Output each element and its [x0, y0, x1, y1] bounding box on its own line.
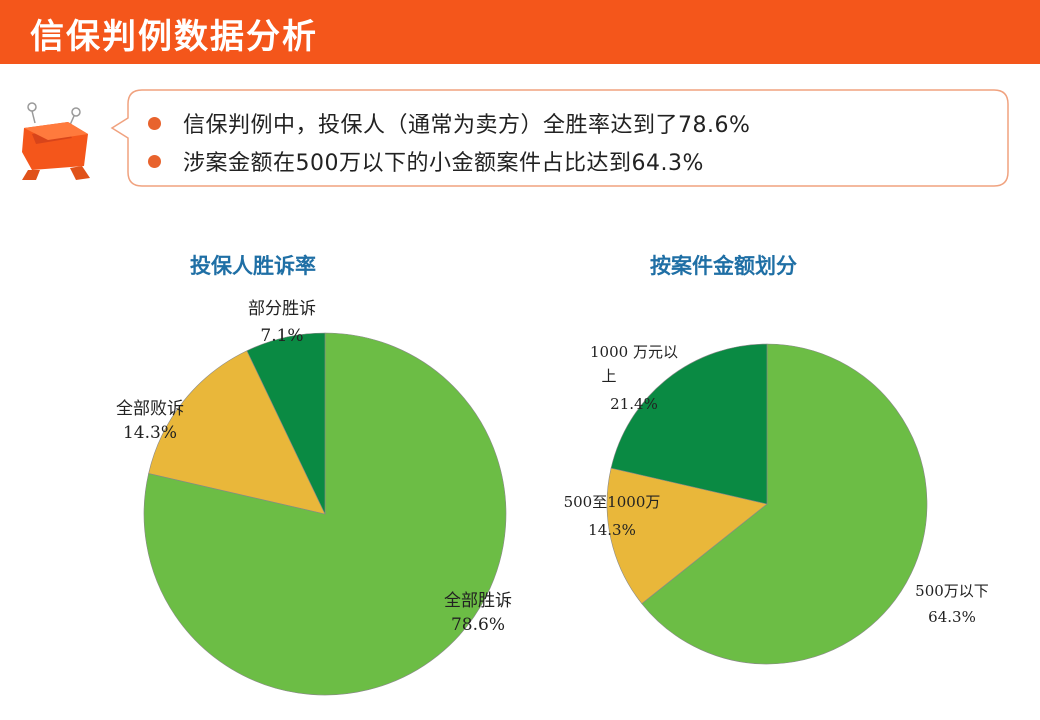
- pie-slice: [641, 343, 928, 665]
- slice-label: 1000 万元以: [590, 343, 678, 361]
- header-bar: 信保判例数据分析: [0, 0, 1040, 64]
- slice-value-label: 78.6%: [451, 615, 505, 635]
- chart-2-title: 按案件金额划分: [650, 253, 797, 278]
- summary-bullet-2: 涉案金额在500万以下的小金额案件占比达到64.3%: [148, 146, 704, 176]
- slice-label: 全部败诉: [116, 399, 184, 419]
- slice-value-label: 64.3%: [928, 608, 976, 626]
- chart-1-title: 投保人胜诉率: [190, 253, 316, 278]
- pie-slice: [610, 343, 768, 505]
- bullet-dot-icon: [148, 154, 161, 168]
- slice-value-label: 7.1%: [260, 326, 303, 346]
- slice-label: 部分胜诉: [248, 299, 316, 319]
- slice-value-label: 21.4%: [610, 395, 658, 413]
- bullet-text: 信保判例中，投保人（通常为卖方）全胜率达到了78.6%: [183, 113, 751, 138]
- page-title: 信保判例数据分析: [30, 17, 318, 57]
- slice-value-label: 14.3%: [588, 521, 636, 539]
- bullet-dot-icon: [148, 116, 161, 130]
- slice-label: 上: [601, 367, 616, 385]
- pie-slice: [246, 332, 326, 515]
- slice-label: 500万以下: [915, 582, 989, 600]
- slice-label: 500至1000万: [564, 493, 661, 511]
- bullet-text: 涉案金额在500万以下的小金额案件占比达到64.3%: [183, 151, 704, 176]
- slice-label: 全部胜诉: [444, 591, 512, 611]
- slice-value-label: 14.3%: [123, 423, 177, 443]
- orange-basket-mascot-icon: [22, 102, 90, 180]
- pie-slice: [148, 350, 326, 515]
- summary-callout: [110, 89, 1009, 187]
- pie-slice: [606, 467, 768, 605]
- summary-bullet-1: 信保判例中，投保人（通常为卖方）全胜率达到了78.6%: [148, 108, 750, 138]
